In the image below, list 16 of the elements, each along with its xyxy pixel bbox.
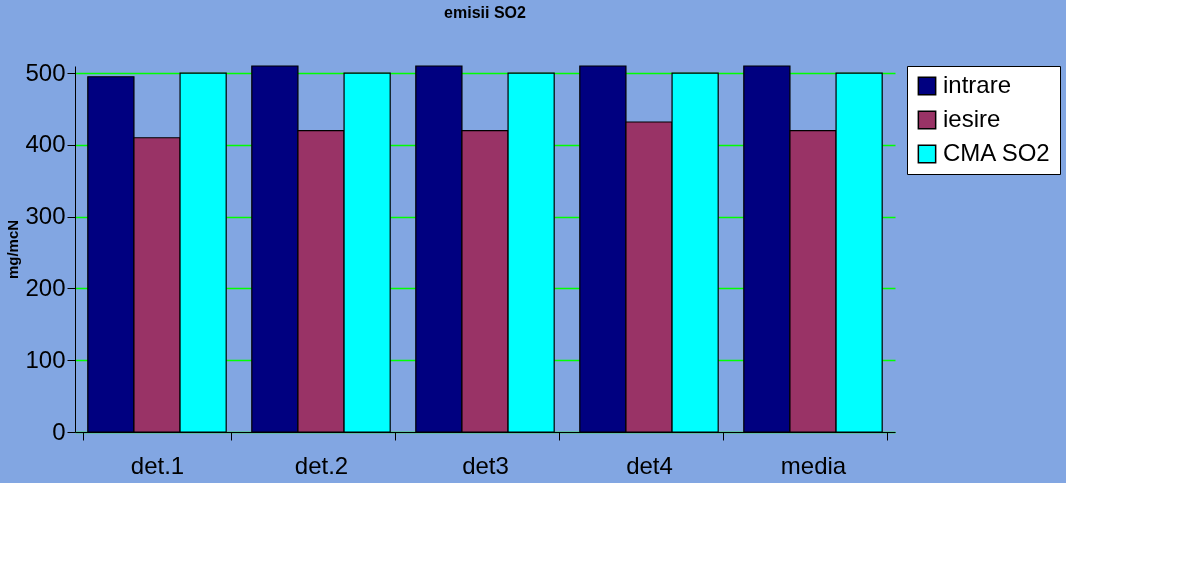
x-tick-label: det3 xyxy=(462,451,509,479)
x-tick-label: det.2 xyxy=(294,451,349,479)
legend-label: CMA SO2 xyxy=(943,139,1050,166)
y-axis-title: mg/mcN xyxy=(4,219,22,280)
x-tick-label: det4 xyxy=(626,451,673,479)
y-tick-label: 100 xyxy=(25,345,66,373)
chart-title: emisii SO2 xyxy=(444,4,527,22)
x-tick-label: media xyxy=(780,451,847,479)
y-tick-label: 400 xyxy=(25,130,66,158)
y-tick-label: 200 xyxy=(25,273,66,301)
y-tick-label: 300 xyxy=(25,202,66,230)
legend-label: intrare xyxy=(943,71,1012,98)
y-tick-label: 500 xyxy=(25,58,66,86)
x-tick-label: det.1 xyxy=(130,451,185,479)
legend-label: iesire xyxy=(943,105,1001,132)
y-tick-label: 0 xyxy=(52,417,66,445)
